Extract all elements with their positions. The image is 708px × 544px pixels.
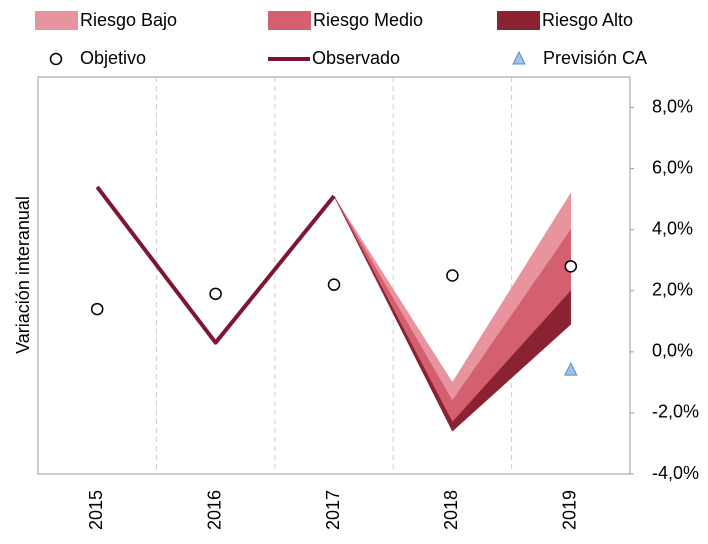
target-marker <box>564 260 578 273</box>
risk-band <box>333 195 572 432</box>
y-tick-label: 0,0% <box>652 341 693 361</box>
observed-line <box>95 185 336 345</box>
forecast-marker <box>563 362 578 376</box>
target-marker <box>446 269 459 282</box>
x-tick-label: 2015 <box>86 490 106 530</box>
y-tick-label: 6,0% <box>652 157 693 177</box>
y-tick-label: -4,0% <box>652 463 699 483</box>
legend-label: Objetivo <box>80 48 146 68</box>
target-marker <box>209 287 222 301</box>
legend-swatch <box>35 11 78 30</box>
y-tick-label: 8,0% <box>652 96 693 116</box>
legend-swatch <box>512 50 526 65</box>
legend-label: Riesgo Bajo <box>80 10 177 30</box>
target-marker <box>327 278 341 291</box>
legend-label: Previsión CA <box>543 48 647 68</box>
legend-swatch <box>49 52 63 66</box>
x-tick-label: 2016 <box>204 490 224 530</box>
legend-label: Riesgo Medio <box>313 10 423 30</box>
y-tick-label: 4,0% <box>652 218 693 238</box>
x-tick-label: 2017 <box>323 490 343 530</box>
target-marker <box>90 302 104 316</box>
legend-swatch <box>497 11 540 30</box>
x-tick-label: 2019 <box>560 490 580 530</box>
y-tick-label: -2,0% <box>652 402 699 422</box>
y-tick-label: 2,0% <box>652 280 693 300</box>
plot-area <box>37 76 631 475</box>
legend-swatch <box>268 11 311 30</box>
x-tick-label: 2018 <box>441 490 461 530</box>
y-axis-label: Variación interanual <box>13 196 33 354</box>
legend-label: Riesgo Alto <box>542 10 633 30</box>
legend-label: Observado <box>312 48 400 68</box>
